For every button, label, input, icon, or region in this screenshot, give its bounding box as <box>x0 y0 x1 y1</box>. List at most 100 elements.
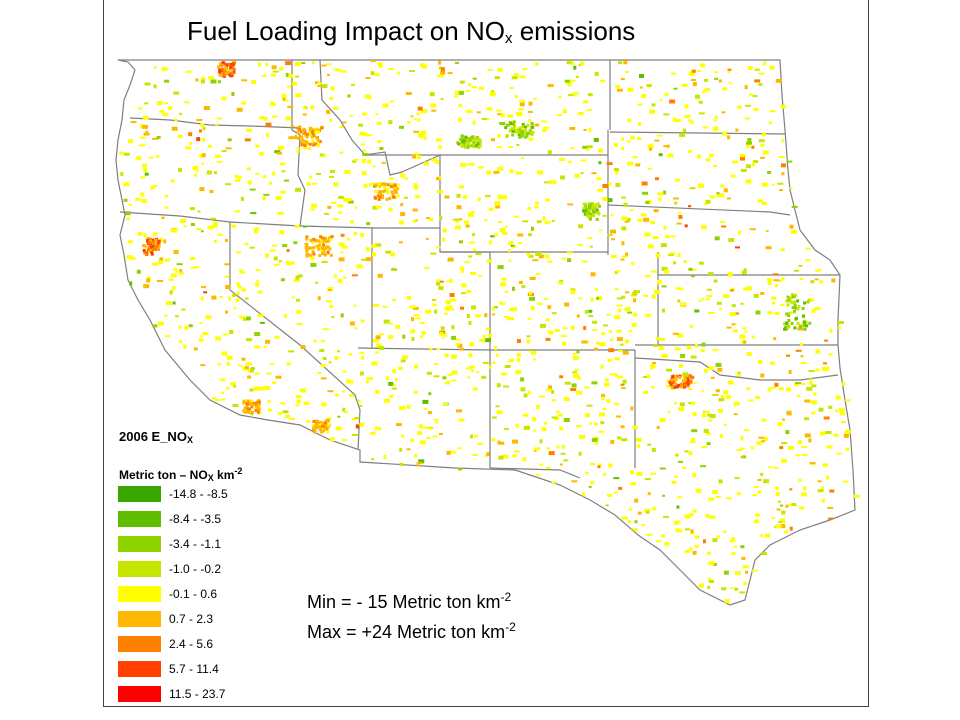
emission-cell <box>669 99 676 104</box>
emission-cell <box>200 364 206 367</box>
emission-cell <box>708 419 713 422</box>
emission-cell <box>684 104 689 109</box>
emission-cell <box>326 417 332 420</box>
emission-cell <box>788 369 792 374</box>
emission-cell <box>691 268 697 271</box>
emission-cell <box>487 68 493 71</box>
emission-cell <box>400 173 406 178</box>
emission-cell <box>370 182 376 185</box>
emission-cell <box>123 198 128 202</box>
emission-cell <box>621 516 628 520</box>
emission-cell <box>359 422 365 427</box>
emission-cell <box>382 305 388 308</box>
emission-cell <box>399 406 406 411</box>
emission-cell <box>376 121 382 125</box>
emission-cell <box>610 373 616 376</box>
emission-cell <box>221 67 224 71</box>
emission-cell <box>583 212 587 216</box>
emission-cell <box>708 312 715 314</box>
emission-cell <box>507 249 511 253</box>
emission-cell <box>274 335 280 339</box>
emission-cell <box>306 252 310 256</box>
emission-cell <box>259 321 265 324</box>
emission-cell <box>673 378 677 382</box>
emission-cell <box>616 436 621 440</box>
emission-cell <box>226 386 230 390</box>
emission-cell <box>477 274 482 277</box>
emission-cell <box>574 173 580 178</box>
emission-cell <box>296 298 300 302</box>
emission-cell <box>271 102 276 106</box>
emission-cell <box>335 393 340 397</box>
emission-cell <box>780 518 786 523</box>
emission-cell <box>254 227 260 231</box>
emission-cell <box>159 257 164 261</box>
emission-cell <box>740 341 744 344</box>
emission-cell <box>797 327 804 331</box>
emission-cell <box>604 382 610 387</box>
emission-cell <box>788 299 792 303</box>
map-frame <box>103 0 869 707</box>
emission-cell <box>242 409 246 413</box>
stats-box: Min = - 15 Metric ton km-2 Max = +24 Met… <box>307 585 516 645</box>
emission-cell <box>805 247 811 250</box>
emission-cell <box>545 318 550 322</box>
emission-cell <box>614 315 621 320</box>
emission-cell <box>520 134 524 138</box>
emission-cell <box>599 412 605 417</box>
emission-cell <box>583 326 587 330</box>
emission-cell <box>148 156 154 159</box>
emission-cell <box>370 60 376 62</box>
emission-cell <box>222 61 226 65</box>
emission-cell <box>275 375 282 379</box>
emission-cell <box>787 445 794 450</box>
emission-cell <box>583 129 587 131</box>
emission-cell <box>512 127 516 131</box>
emission-cell <box>642 376 649 378</box>
emission-cell <box>514 450 520 453</box>
emission-cell <box>790 322 794 325</box>
emission-cell <box>314 239 318 243</box>
emission-cell <box>582 209 585 213</box>
emission-cell <box>580 159 587 162</box>
emission-cell <box>506 318 511 321</box>
emission-cell <box>226 70 230 74</box>
emission-cell <box>828 405 833 409</box>
emission-cell <box>309 239 313 242</box>
emission-cell <box>626 217 631 222</box>
emission-cell <box>359 351 365 354</box>
emission-cell <box>388 177 394 180</box>
emission-cell <box>509 317 514 320</box>
emission-cell <box>549 180 554 185</box>
emission-cell <box>211 397 217 400</box>
emission-cell <box>442 403 448 406</box>
emission-cell <box>281 93 287 98</box>
emission-cell <box>127 139 133 144</box>
emission-cell <box>391 268 398 271</box>
emission-cell <box>391 267 395 270</box>
emission-cell <box>208 144 212 148</box>
emission-cell <box>353 159 359 161</box>
emission-cell <box>288 417 295 420</box>
emission-cell <box>430 103 437 108</box>
emission-cell <box>223 62 227 66</box>
emission-cell <box>338 211 342 215</box>
emission-cell <box>231 92 235 96</box>
emission-cell <box>273 256 278 261</box>
emission-cell <box>425 237 429 240</box>
emission-cell <box>727 70 731 74</box>
emission-cell <box>689 187 696 190</box>
emission-cell <box>244 366 249 370</box>
emission-cell <box>168 278 174 281</box>
emission-cell <box>714 71 719 74</box>
emission-cell <box>436 246 441 249</box>
emission-cell <box>295 404 300 407</box>
emission-cell <box>126 217 130 221</box>
emission-cell <box>654 139 660 142</box>
emission-cell <box>505 135 509 139</box>
emission-cell <box>269 181 273 185</box>
emission-cell <box>250 368 254 373</box>
emission-cell <box>554 417 559 421</box>
emission-cell <box>219 378 226 381</box>
emission-cell <box>513 124 517 128</box>
